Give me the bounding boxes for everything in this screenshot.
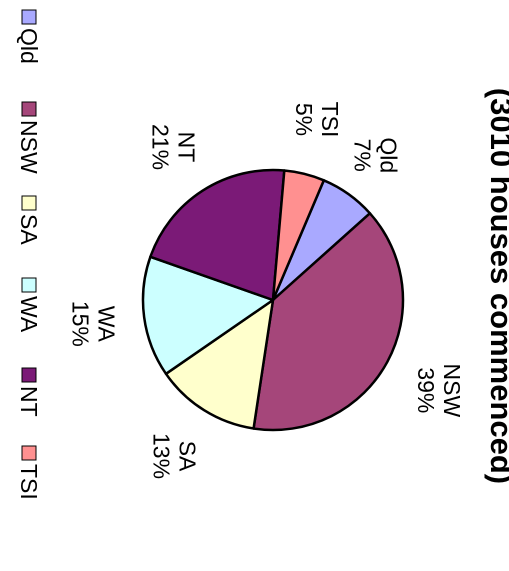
- legend-swatch-nt: [21, 367, 37, 383]
- legend-label-tsi: TSI: [16, 464, 42, 500]
- legend-swatch-tsi: [21, 445, 37, 461]
- legend-swatch-wa: [21, 277, 37, 293]
- slice-value-label-nt: 21%: [147, 124, 173, 170]
- slice-category-label-sa: SA: [174, 441, 200, 472]
- chart-title: (3010 houses commenced): [484, 88, 509, 484]
- slice-category-label-nt: NT: [173, 132, 199, 163]
- legend-label-wa: WA: [16, 296, 42, 333]
- pie-slice-nsw: [252, 212, 405, 432]
- slice-value-label-qld: 7%: [350, 139, 376, 172]
- pie-slice-wa: [141, 255, 275, 376]
- pie-slices: [141, 168, 405, 432]
- slice-category-label-qld: Qld: [376, 137, 402, 173]
- legend-label-qld: Qld: [16, 28, 42, 64]
- pie-slice-tsi: [271, 169, 326, 302]
- legend-swatch-nsw: [21, 101, 37, 117]
- legend-label-nt: NT: [16, 386, 42, 417]
- legend-swatch-qld: [21, 9, 37, 25]
- legend: Qld NSW SA WA NT TSI: [16, 9, 42, 500]
- slice-value-label-tsi: 5%: [291, 103, 317, 136]
- legend-swatch-sa: [21, 195, 37, 211]
- slice-value-label-nsw: 39%: [413, 367, 439, 413]
- slice-category-label-tsi: TSI: [317, 102, 343, 138]
- slice-value-label-wa: 15%: [68, 301, 94, 347]
- legend-label-sa: SA: [16, 214, 42, 245]
- slice-category-label-wa: WA: [94, 306, 120, 343]
- pie-slice-nt: [149, 168, 286, 302]
- pie-slice-sa: [164, 298, 275, 430]
- slice-value-label-sa: 13%: [148, 433, 174, 479]
- legend-label-nsw: NSW: [16, 120, 42, 174]
- slice-category-label-nsw: NSW: [439, 364, 465, 418]
